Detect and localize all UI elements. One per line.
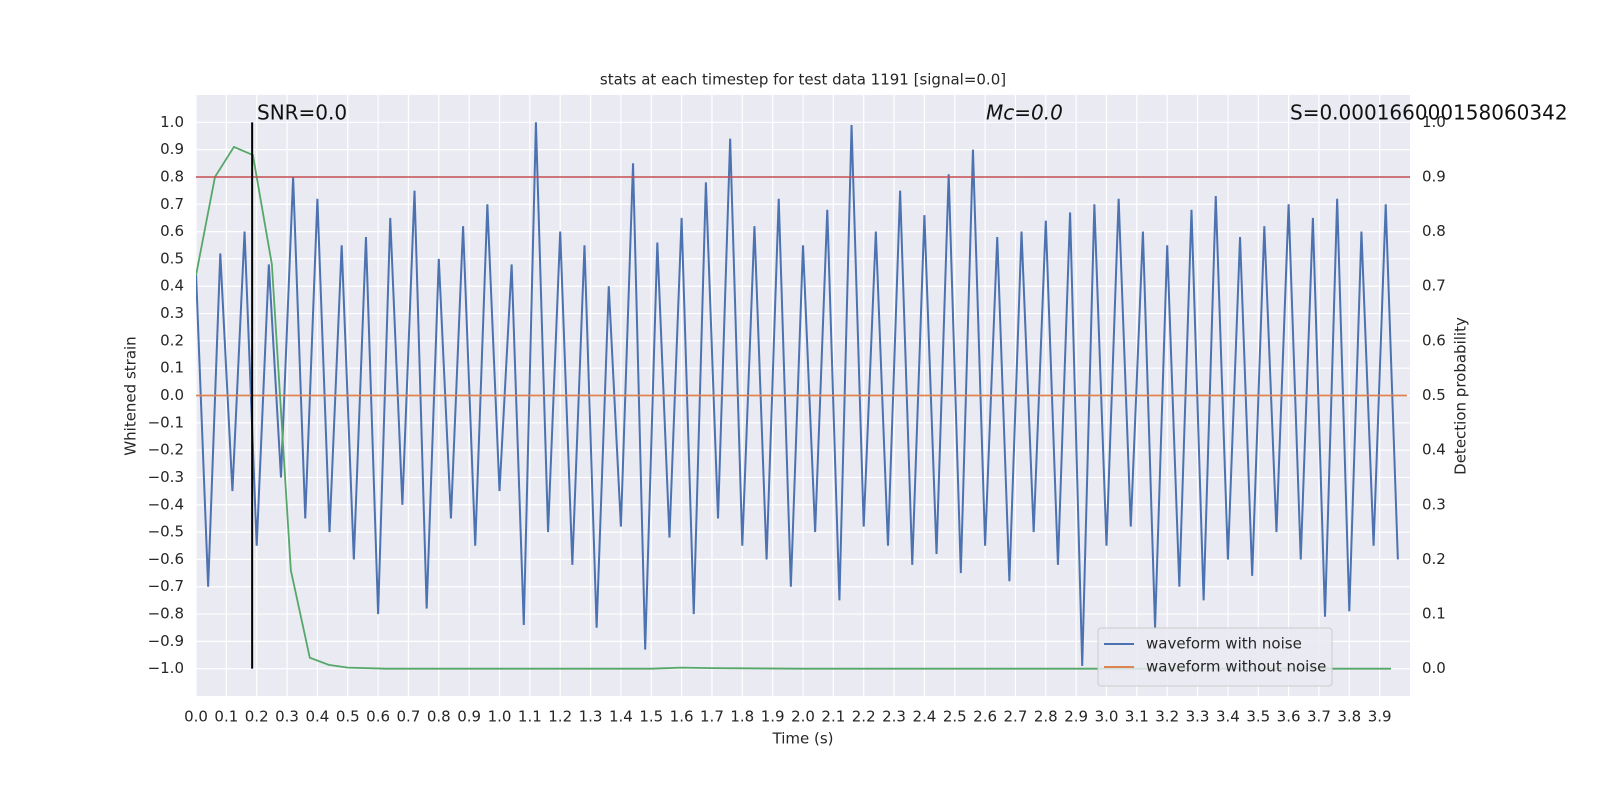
y-tick-label: −1.0 bbox=[148, 659, 184, 677]
y-tick-label: 0.5 bbox=[160, 249, 184, 267]
series-line bbox=[196, 145, 1392, 670]
x-tick-label: 1.5 bbox=[639, 708, 663, 726]
y-tick-label: 0.7 bbox=[160, 195, 184, 213]
x-tick-label: 3.5 bbox=[1246, 708, 1270, 726]
x-tick-label: 2.1 bbox=[821, 708, 845, 726]
legend-label: waveform with noise bbox=[1146, 635, 1302, 653]
y-tick-label: −0.6 bbox=[148, 550, 184, 568]
y-tick-label: −0.2 bbox=[148, 441, 184, 459]
y2-tick-label: 0.2 bbox=[1422, 550, 1446, 568]
x-tick-label: 1.3 bbox=[579, 708, 603, 726]
x-tick-label: 1.6 bbox=[670, 708, 694, 726]
y-axis-label: Whitened strain bbox=[122, 336, 140, 455]
x-tick-label: 3.1 bbox=[1125, 708, 1149, 726]
x-tick-label: 1.7 bbox=[700, 708, 724, 726]
x-tick-label: 0.0 bbox=[184, 708, 208, 726]
y-tick-label: 0.1 bbox=[160, 359, 184, 377]
y-tick-label: 0.3 bbox=[160, 304, 184, 322]
y-tick-label: 0.2 bbox=[160, 331, 184, 349]
x-tick-label: 3.3 bbox=[1186, 708, 1210, 726]
x-tick-label: 2.8 bbox=[1034, 708, 1058, 726]
y2-axis-label: Detection probability bbox=[1452, 317, 1470, 475]
x-tick-label: 1.2 bbox=[548, 708, 572, 726]
annotation: Mc=0.0 bbox=[986, 101, 1063, 125]
y2-tick-label: 0.5 bbox=[1422, 386, 1446, 404]
x-tick-label: 2.0 bbox=[791, 708, 815, 726]
y-tick-label: −0.8 bbox=[148, 605, 184, 623]
y-tick-label: −0.4 bbox=[148, 495, 184, 513]
y2-tick-label: 0.9 bbox=[1422, 167, 1446, 185]
y2-tick-label: 0.1 bbox=[1422, 605, 1446, 623]
y-tick-label: −0.5 bbox=[148, 523, 184, 541]
x-tick-label: 0.5 bbox=[336, 708, 360, 726]
x-tick-label: 0.3 bbox=[275, 708, 299, 726]
x-tick-label: 1.8 bbox=[730, 708, 754, 726]
x-tick-label: 1.4 bbox=[609, 708, 633, 726]
x-tick-label: 1.1 bbox=[518, 708, 542, 726]
x-tick-label: 2.9 bbox=[1064, 708, 1088, 726]
x-tick-label: 2.5 bbox=[943, 708, 967, 726]
x-tick-label: 3.2 bbox=[1155, 708, 1179, 726]
legend-box bbox=[1097, 627, 1333, 687]
annotation: SNR=0.0 bbox=[257, 101, 347, 125]
x-tick-label: 1.0 bbox=[488, 708, 512, 726]
x-tick-label: 1.9 bbox=[761, 708, 785, 726]
legend-label: waveform without noise bbox=[1146, 658, 1326, 676]
x-tick-label: 3.7 bbox=[1307, 708, 1331, 726]
x-tick-label: 0.9 bbox=[457, 708, 481, 726]
y-tick-label: 0.6 bbox=[160, 222, 184, 240]
x-tick-label: 0.4 bbox=[305, 708, 329, 726]
x-tick-label: 2.2 bbox=[852, 708, 876, 726]
y-tick-label: 0.8 bbox=[160, 167, 184, 185]
y2-tick-label: 0.0 bbox=[1422, 659, 1446, 677]
x-tick-label: 0.2 bbox=[245, 708, 269, 726]
y-tick-label: −0.9 bbox=[148, 632, 184, 650]
y-tick-label: 0.9 bbox=[160, 140, 184, 158]
series-line bbox=[196, 122, 1399, 666]
x-tick-label: 3.9 bbox=[1368, 708, 1392, 726]
x-tick-label: 0.6 bbox=[366, 708, 390, 726]
x-tick-label: 0.8 bbox=[427, 708, 451, 726]
x-tick-label: 3.6 bbox=[1277, 708, 1301, 726]
y-tick-label: −0.3 bbox=[148, 468, 184, 486]
y2-tick-label: 0.8 bbox=[1422, 222, 1446, 240]
x-tick-label: 3.8 bbox=[1337, 708, 1361, 726]
y2-tick-label: 0.4 bbox=[1422, 441, 1446, 459]
y2-tick-label: 0.6 bbox=[1422, 331, 1446, 349]
x-tick-label: 2.7 bbox=[1004, 708, 1028, 726]
x-tick-label: 3.4 bbox=[1216, 708, 1240, 726]
y-tick-label: −0.7 bbox=[148, 577, 184, 595]
x-tick-label: 0.1 bbox=[214, 708, 238, 726]
x-tick-label: 0.7 bbox=[397, 708, 421, 726]
x-tick-label: 3.0 bbox=[1095, 708, 1119, 726]
y2-tick-label: 0.3 bbox=[1422, 495, 1446, 513]
x-tick-label: 2.6 bbox=[973, 708, 997, 726]
y2-tick-label: 0.7 bbox=[1422, 277, 1446, 295]
y-tick-label: 0.4 bbox=[160, 277, 184, 295]
x-axis-label: Time (s) bbox=[772, 730, 834, 748]
y-tick-label: −0.1 bbox=[148, 413, 184, 431]
x-tick-label: 2.4 bbox=[912, 708, 936, 726]
y2-tick-label: 1.0 bbox=[1422, 113, 1446, 131]
chart-title: stats at each timestep for test data 119… bbox=[600, 71, 1006, 89]
y-tick-label: 1.0 bbox=[160, 113, 184, 131]
annotation: S=0.000166000158060342 bbox=[1290, 101, 1568, 125]
x-tick-label: 2.3 bbox=[882, 708, 906, 726]
y-tick-label: 0.0 bbox=[160, 386, 184, 404]
